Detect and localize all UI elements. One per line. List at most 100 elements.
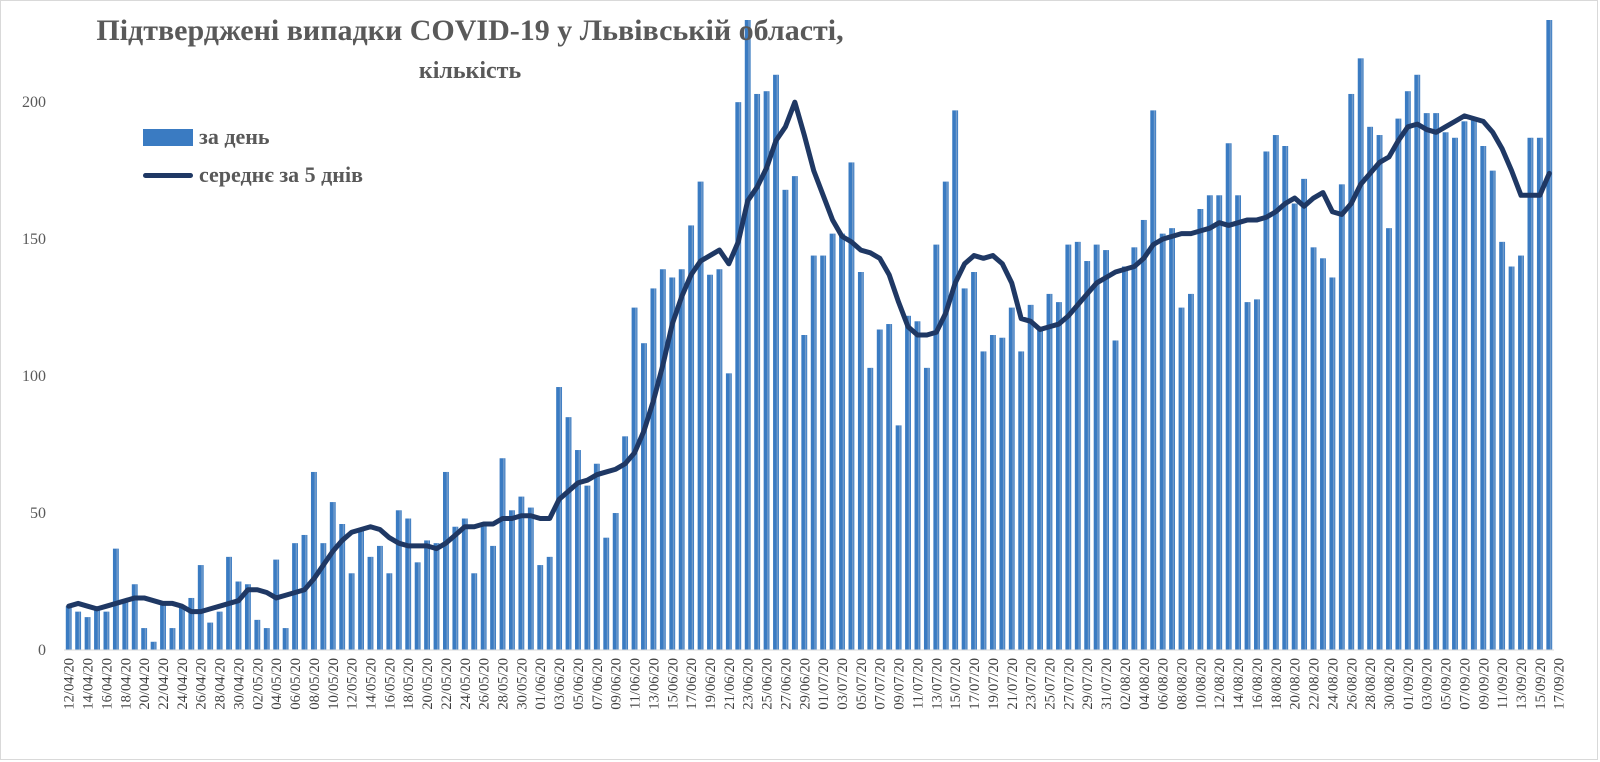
bar — [839, 233, 845, 650]
x-tick-label: 20/08/20 — [1288, 658, 1304, 710]
x-tick-label: 11/07/20 — [910, 658, 926, 709]
x-tick-label: 09/09/20 — [1476, 658, 1492, 710]
bar — [160, 603, 166, 650]
x-tick-label: 09/06/20 — [609, 658, 625, 710]
bar — [1433, 113, 1440, 650]
legend-item-average: середнє за 5 днів — [143, 156, 363, 194]
bar-highlight — [437, 543, 439, 650]
x-tick-label: 11/09/20 — [1495, 658, 1511, 709]
y-tick-label: 150 — [22, 231, 46, 248]
bar-highlight — [88, 617, 90, 650]
bar — [471, 573, 478, 650]
bar-highlight — [267, 628, 269, 650]
bar — [829, 233, 836, 650]
bar — [1046, 293, 1053, 650]
x-tick-label: 06/08/20 — [1156, 658, 1172, 710]
bar — [546, 556, 553, 650]
bar-highlight — [1134, 247, 1137, 650]
bar — [386, 573, 393, 650]
bar-highlight — [1097, 244, 1099, 651]
bar-highlight — [1427, 113, 1429, 650]
bar — [1414, 74, 1421, 650]
x-tick-label: 15/09/20 — [1533, 658, 1549, 710]
bar-highlight — [1512, 266, 1514, 650]
bar — [84, 617, 91, 650]
bar — [697, 181, 704, 651]
bar-highlight — [97, 608, 100, 650]
x-tick-label: 14/05/20 — [363, 658, 379, 710]
bar-highlight — [795, 176, 797, 650]
bar-highlight — [493, 545, 496, 650]
bar-highlight — [1191, 293, 1193, 650]
bar-highlight — [371, 556, 373, 650]
bar-highlight — [767, 91, 769, 651]
bar — [1499, 241, 1506, 650]
bar — [1386, 228, 1392, 651]
bar — [65, 606, 72, 650]
x-tick-label: 11/06/20 — [628, 658, 644, 709]
bar-highlight — [729, 373, 731, 650]
bar-highlight — [1172, 228, 1175, 651]
x-tick-label: 22/08/20 — [1307, 658, 1323, 710]
bar-highlight — [635, 307, 637, 650]
average-line — [66, 99, 1552, 615]
bar — [791, 176, 798, 650]
bar — [112, 548, 119, 650]
bar — [461, 518, 468, 650]
x-tick-label: 18/05/20 — [401, 658, 417, 710]
bar — [593, 463, 600, 650]
bar — [1461, 121, 1468, 651]
bar-highlight — [248, 584, 250, 650]
bar — [433, 543, 440, 650]
bar — [999, 337, 1006, 650]
bar — [1188, 293, 1194, 650]
x-tick-label: 30/05/20 — [514, 658, 530, 710]
bar-highlight — [380, 545, 382, 650]
bar — [1395, 118, 1402, 651]
bar-highlight — [1436, 113, 1439, 650]
bar-highlight — [389, 573, 392, 650]
bar-highlight — [597, 463, 599, 650]
x-tick-label: 18/08/20 — [1269, 658, 1285, 710]
x-tick-label: 19/06/20 — [703, 658, 719, 710]
bar — [301, 534, 308, 650]
x-tick-label: 26/05/20 — [477, 658, 493, 710]
bar — [1442, 132, 1449, 651]
bar — [1357, 58, 1364, 651]
bar — [1282, 146, 1289, 650]
x-tick-label: 24/05/20 — [458, 658, 474, 710]
bar — [244, 584, 251, 650]
x-tick-label: 12/04/20 — [62, 658, 78, 710]
bar — [641, 343, 647, 650]
x-tick-label: 21/07/20 — [1005, 658, 1021, 710]
bar-highlight — [173, 628, 175, 650]
bar — [1254, 299, 1260, 650]
bar-highlight — [125, 600, 128, 650]
bar — [1140, 219, 1147, 650]
chart-legend: за день середнє за 5 днів — [143, 118, 363, 194]
x-tick-label: 28/04/20 — [213, 658, 229, 710]
bar — [348, 573, 355, 650]
bar-highlight — [946, 181, 948, 651]
bar-highlight — [418, 562, 420, 650]
bar-highlight — [757, 93, 760, 650]
bar-highlight — [1549, 20, 1552, 650]
x-tick-label: 26/04/20 — [194, 658, 210, 710]
bar-highlight — [1266, 151, 1269, 651]
bar-highlight — [804, 335, 807, 650]
bar — [707, 274, 713, 650]
x-tick-label: 24/08/20 — [1325, 658, 1341, 710]
bar-highlight — [1078, 241, 1080, 650]
legend-bar-swatch — [143, 128, 193, 146]
bar — [810, 255, 817, 650]
bar-highlight — [1465, 121, 1467, 651]
bar-highlight — [1323, 258, 1325, 650]
bar — [1093, 244, 1100, 651]
y-tick-label: 50 — [30, 505, 46, 522]
legend-line-swatch — [143, 172, 193, 178]
bar-highlight — [1210, 195, 1212, 651]
bar-highlight — [814, 255, 816, 650]
bar — [1169, 228, 1175, 651]
